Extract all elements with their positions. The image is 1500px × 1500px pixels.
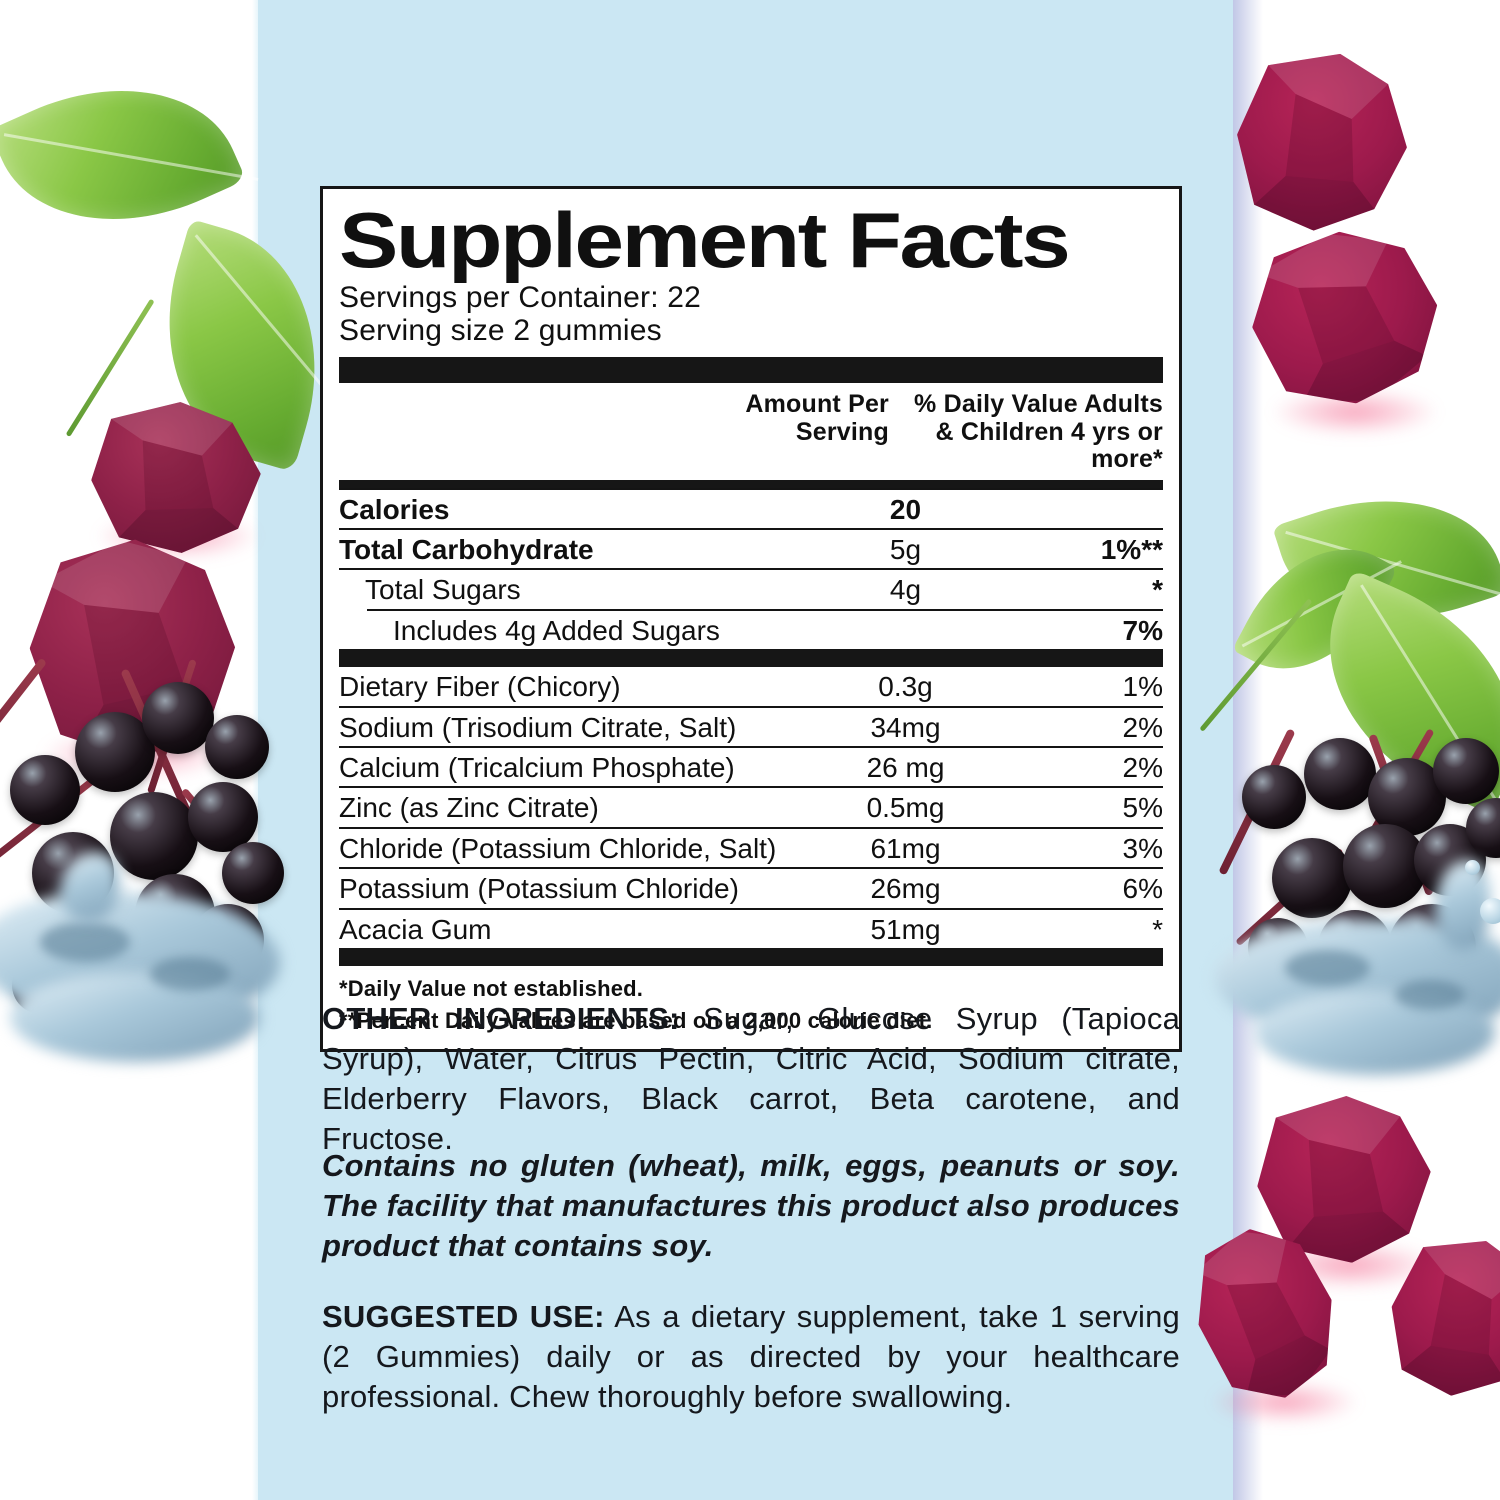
table-row-dietary-fiber: Dietary Fiber (Chicory) 0.3g 1% xyxy=(339,671,1163,703)
other-ingredients-text: Sugar, Glucose Syrup (Tapioca Syrup), Wa… xyxy=(322,1001,1181,1156)
section-rule xyxy=(339,649,1163,668)
table-row-total-carbohydrate: Total Carbohydrate 5g 1%** xyxy=(339,527,1163,568)
allergen-notice-paragraph: Contains no gluten (wheat), milk, eggs, … xyxy=(322,1148,1180,1263)
footnote-dv-not-established: *Daily Value not established. xyxy=(339,975,644,1001)
table-row-added-sugars: Includes 4g Added Sugars 7% xyxy=(339,608,1163,649)
table-row-chloride: Chloride (Potassium Chloride, Salt) 61mg… xyxy=(339,826,1163,867)
footnotes: *Daily Value not established. **Percent … xyxy=(339,966,1163,1037)
right-decor-column xyxy=(1190,0,1500,1500)
table-row-potassium: Potassium (Potassium Chloride) 26mg 6% xyxy=(339,867,1163,907)
daily-value-header: % Daily Value Adults & Children 4 yrs or… xyxy=(914,390,1163,474)
table-row-calories: Calories 20 xyxy=(339,487,1163,528)
facts-title: Supplement Facts xyxy=(339,196,1071,284)
facts-column-headers: Amount Per Serving % Daily Value Adults … xyxy=(339,383,1163,480)
serving-size: Serving size 2 gummies xyxy=(339,314,662,348)
medium-rule xyxy=(339,479,1163,488)
other-ingredients-paragraph: OTHER INGREDIENTS: Sugar, Glucose Syrup … xyxy=(322,999,1180,1159)
table-row-calcium: Calcium (Tricalcium Phosphate) 26 mg 2% xyxy=(339,745,1163,786)
left-decor-column xyxy=(0,0,353,1500)
servings-per-container: Servings per Container: 22 xyxy=(339,281,702,315)
suggested-use-text: As a dietary supplement, take 1 serving … xyxy=(322,1299,1180,1414)
other-ingredients-label: OTHER INGREDIENTS: xyxy=(322,1001,680,1036)
table-row-sodium: Sodium (Trisodium Citrate, Salt) 34mg 2% xyxy=(339,705,1163,746)
suggested-use-paragraph: SUGGESTED USE: As a dietary supplement, … xyxy=(322,1297,1180,1417)
table-row-zinc: Zinc (as Zinc Citrate) 0.5mg 5% xyxy=(339,786,1163,826)
supplement-facts-panel: Supplement Facts Servings per Container:… xyxy=(320,186,1182,1052)
table-row-acacia-gum: Acacia Gum 51mg * xyxy=(339,907,1163,948)
suggested-use-label: SUGGESTED USE: xyxy=(322,1299,605,1334)
section-rule xyxy=(339,947,1163,966)
amount-per-serving-header: Amount Per Serving xyxy=(745,390,889,446)
water-splash xyxy=(1215,860,1500,1095)
thick-rule xyxy=(339,357,1163,384)
water-splash xyxy=(0,852,280,1092)
footnote-percent-dv: **Percent Daily Values are based on a 2,… xyxy=(339,1007,933,1033)
table-row-total-sugars: Total Sugars 4g * xyxy=(339,568,1163,608)
